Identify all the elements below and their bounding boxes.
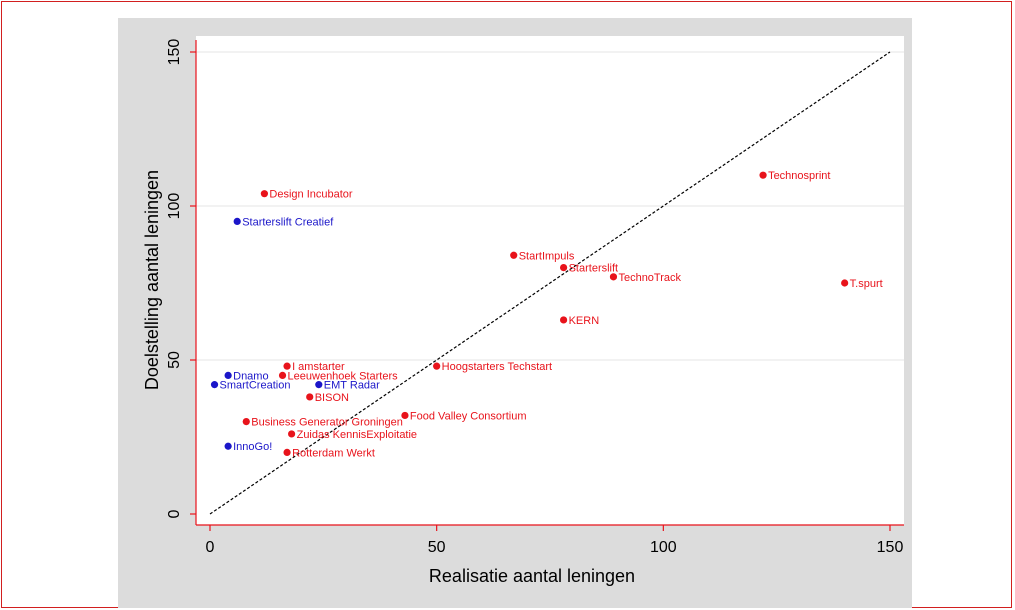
data-point	[609, 273, 618, 281]
data-point-label: Starterslift Creatief	[242, 216, 334, 228]
y-tick-label-100: 100	[166, 193, 183, 220]
data-point-label: TechnoTrack	[618, 272, 681, 284]
y-axis-title: Doelstelling aantal leningen	[142, 170, 162, 390]
data-point	[233, 217, 241, 225]
data-point-label: Starterslift	[569, 263, 619, 275]
x-tick-label-50: 50	[428, 539, 446, 556]
data-point-label: BISON	[315, 392, 349, 404]
reference-diagonal-line	[209, 51, 891, 515]
data-point	[315, 381, 323, 389]
data-point-label: Hoogstarters Techstart	[442, 361, 552, 373]
data-point-label: Design Incubator	[269, 189, 352, 201]
data-point	[224, 371, 232, 379]
y-tick-label-0: 0	[166, 509, 183, 518]
data-point-label: InnoGo!	[233, 441, 272, 453]
data-point	[278, 371, 287, 379]
data-points: Design Incubator Starterslift Creatief Tec…	[210, 170, 883, 459]
data-point	[401, 411, 409, 420]
data-point	[306, 393, 314, 401]
data-point-label: KERN	[569, 315, 600, 327]
data-point	[510, 251, 518, 259]
x-tick-label-100: 100	[650, 539, 677, 556]
data-point-label: StartImpuls	[519, 250, 575, 262]
x-axis-title: Realisatie aantal leningen	[429, 566, 635, 586]
y-tick-label-150: 150	[166, 39, 183, 66]
data-point	[224, 442, 232, 450]
data-point-label: Rotterdam Werkt	[292, 447, 375, 459]
data-point	[210, 381, 219, 389]
data-point	[242, 418, 250, 426]
data-point-label: Technosprint	[768, 170, 830, 182]
data-point-label: Food Valley Consortium	[410, 410, 527, 422]
data-point	[283, 448, 291, 456]
x-tick-label-150: 150	[877, 539, 904, 556]
data-point-label: Business Generator Groningen	[251, 417, 403, 429]
data-point-label: EMT Radar	[324, 380, 380, 392]
data-point	[433, 362, 441, 370]
gridlines	[196, 51, 904, 361]
data-point-label: I amstarter	[292, 361, 345, 373]
axis-ticks: 0 50 100 150 0 50 100 150	[166, 39, 903, 556]
x-tick-label-0: 0	[206, 539, 215, 556]
data-point	[841, 279, 849, 287]
data-point-label: SmartCreation	[220, 380, 291, 392]
data-point-label: Leeuwenhoek Starters	[288, 370, 399, 382]
data-point	[759, 171, 767, 179]
data-point	[283, 362, 291, 370]
data-point	[288, 430, 296, 438]
y-tick-label-50: 50	[166, 351, 183, 369]
data-point	[560, 264, 568, 272]
data-point-label: Dnamo	[233, 370, 268, 382]
data-point	[560, 316, 568, 324]
data-point	[260, 190, 268, 198]
data-point-label: Zuidas KennisExploitatie	[297, 429, 417, 441]
data-point-label: T.spurt	[850, 278, 883, 290]
